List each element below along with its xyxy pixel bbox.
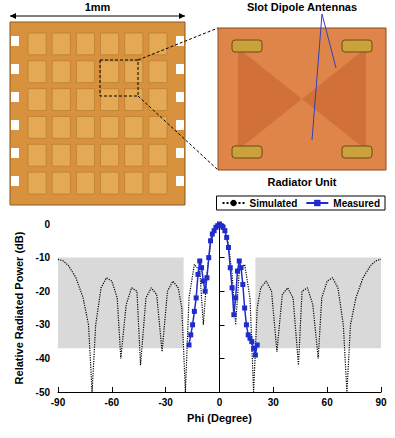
svg-text:Measured: Measured bbox=[333, 198, 380, 209]
svg-text:Simulated: Simulated bbox=[250, 198, 298, 209]
svg-text:-30: -30 bbox=[158, 397, 173, 408]
svg-text:90: 90 bbox=[375, 397, 387, 408]
svg-text:Slot Dipole Antennas: Slot Dipole Antennas bbox=[247, 1, 357, 13]
svg-text:0: 0 bbox=[217, 397, 223, 408]
svg-text:-40: -40 bbox=[36, 353, 51, 364]
svg-text:-90: -90 bbox=[51, 397, 66, 408]
svg-text:30: 30 bbox=[268, 397, 280, 408]
svg-text:-10: -10 bbox=[36, 252, 51, 263]
svg-text:-30: -30 bbox=[36, 319, 51, 330]
svg-text:-50: -50 bbox=[36, 387, 51, 398]
svg-text:Radiator Unit: Radiator Unit bbox=[267, 176, 336, 188]
svg-text:-60: -60 bbox=[105, 397, 120, 408]
svg-text:0: 0 bbox=[44, 219, 50, 230]
svg-text:60: 60 bbox=[322, 397, 334, 408]
svg-text:Phi (Degree): Phi (Degree) bbox=[187, 412, 252, 424]
svg-text:-20: -20 bbox=[36, 286, 51, 297]
svg-text:Relative Radiated Power (dB): Relative Radiated Power (dB) bbox=[13, 231, 25, 384]
svg-text:1mm: 1mm bbox=[85, 1, 111, 13]
